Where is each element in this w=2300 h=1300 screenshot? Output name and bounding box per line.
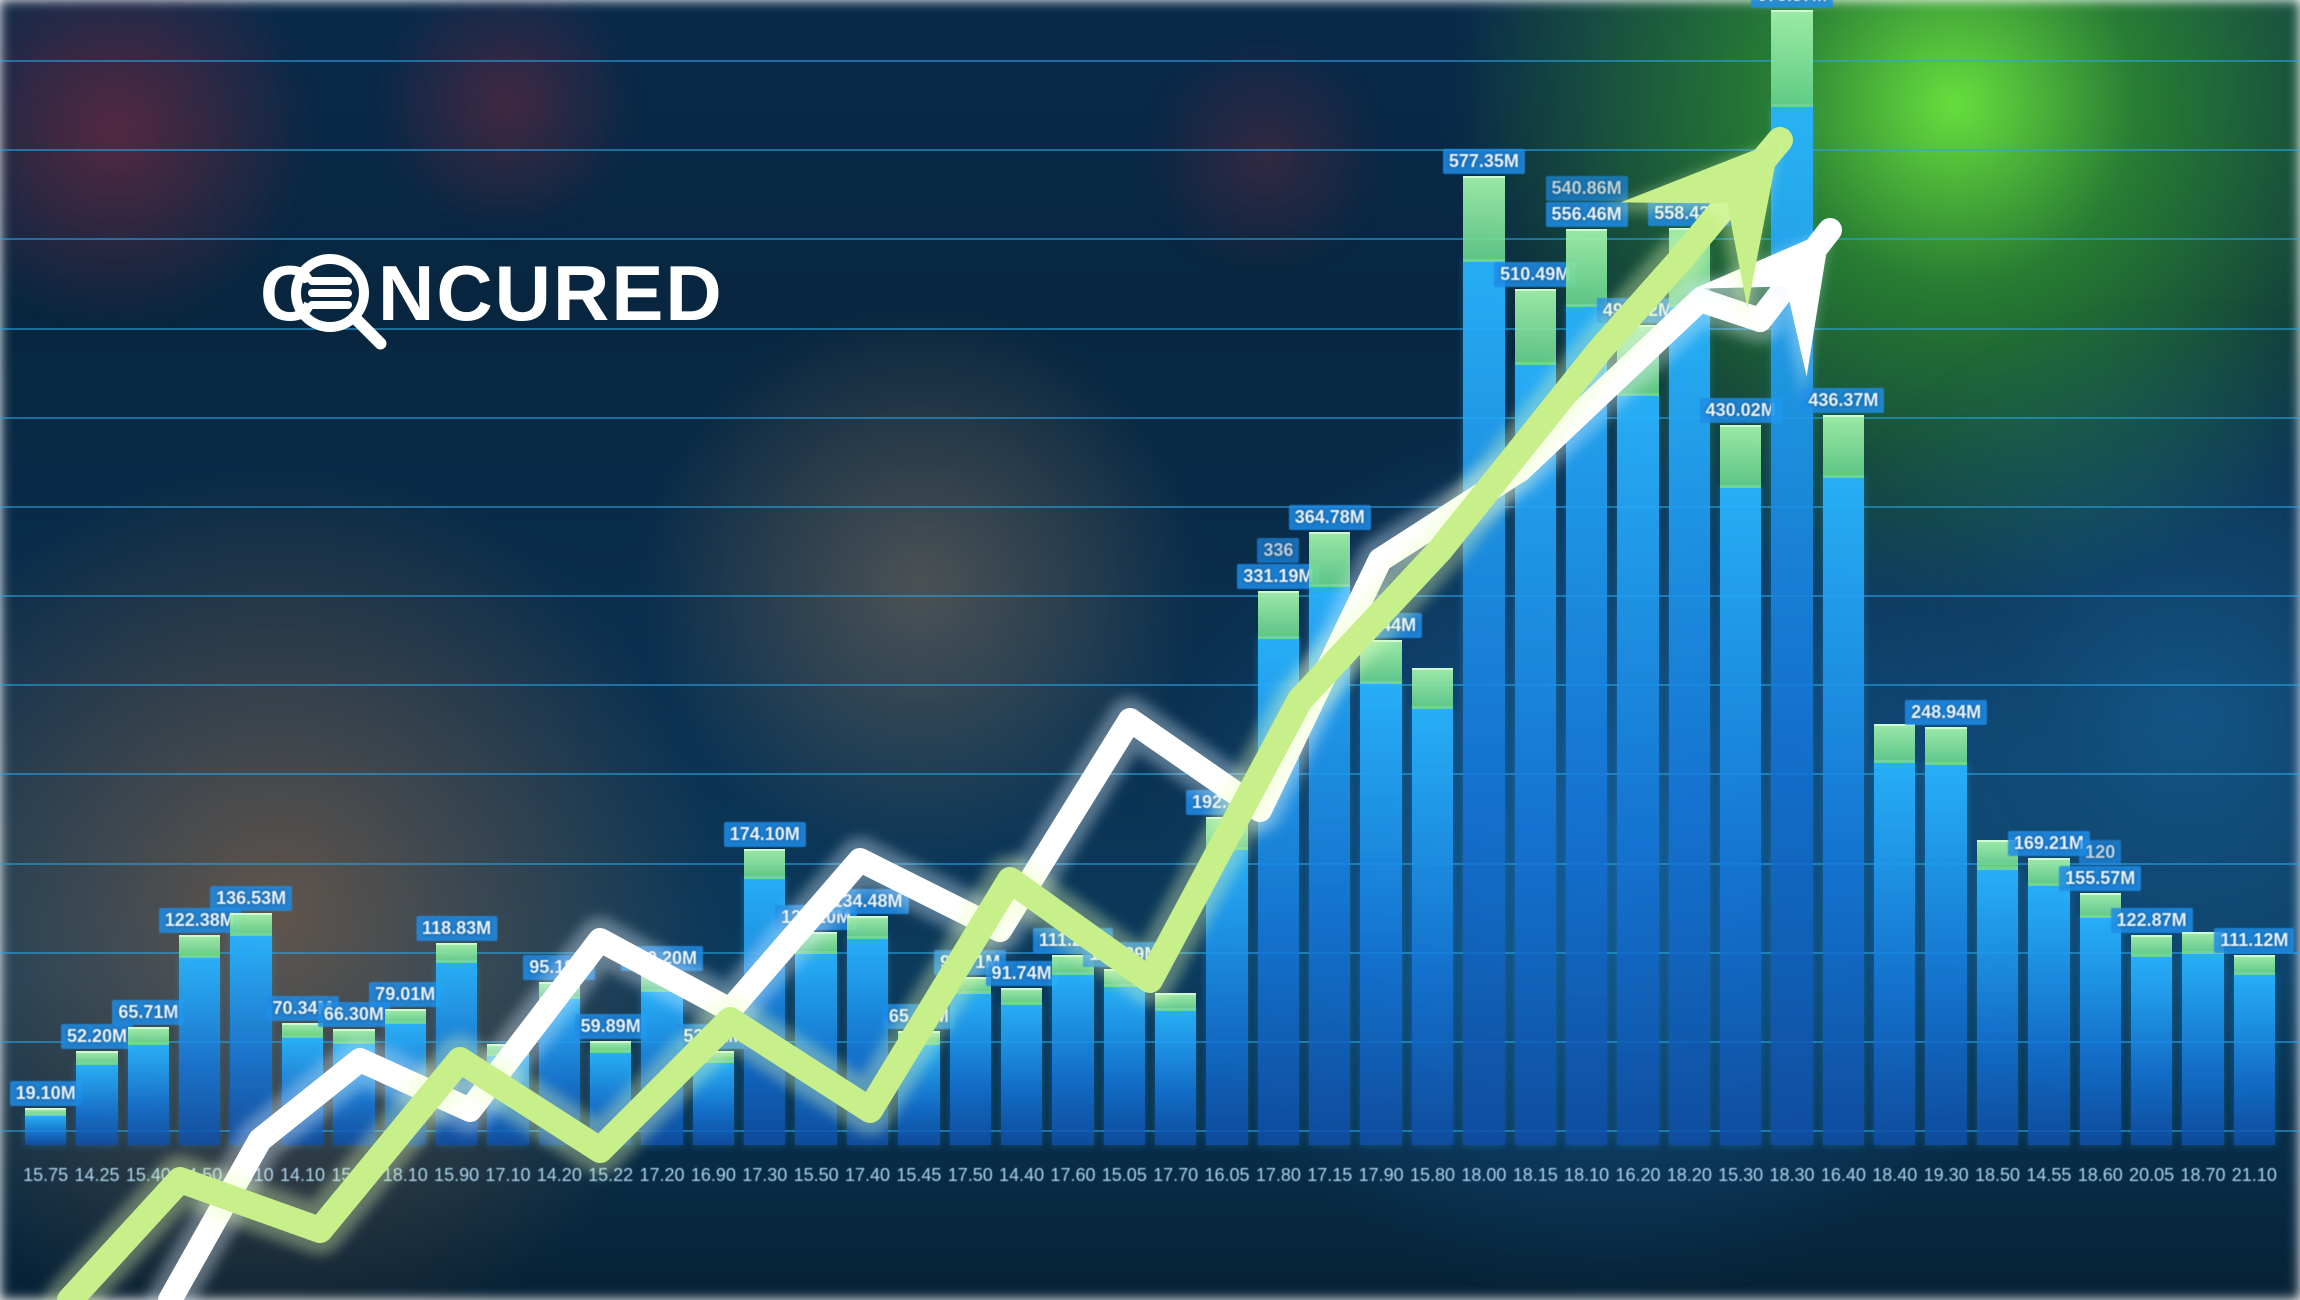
x-tick: 15.45 [896, 1165, 941, 1186]
x-tick: 15.05 [1102, 1165, 1147, 1186]
x-tick: 15.90 [434, 1165, 479, 1186]
x-tick: 15.75 [23, 1165, 68, 1186]
x-tick: 18.60 [2078, 1165, 2123, 1186]
x-tick: 18.70 [2180, 1165, 2225, 1186]
x-tick: 15.22 [588, 1165, 633, 1186]
x-tick: 18.10 [383, 1165, 428, 1186]
gridline [0, 417, 2300, 419]
gridline [0, 1041, 2300, 1043]
x-tick: 15.30 [1718, 1165, 1763, 1186]
x-tick: 18.00 [1461, 1165, 1506, 1186]
gridline [0, 1130, 2300, 1132]
background-bokeh [0, 0, 2300, 1300]
x-tick: 21.10 [2232, 1165, 2277, 1186]
x-tick: 16.20 [1615, 1165, 1660, 1186]
x-tick: 19.30 [1924, 1165, 1969, 1186]
gridline [0, 595, 2300, 597]
x-tick: 17.30 [742, 1165, 787, 1186]
x-tick: 17.70 [1153, 1165, 1198, 1186]
x-tick: 14.20 [537, 1165, 582, 1186]
gridline [0, 952, 2300, 954]
x-tick: 16.10 [229, 1165, 274, 1186]
x-tick: 16.40 [1821, 1165, 1866, 1186]
x-tick: 15.80 [1410, 1165, 1455, 1186]
x-tick: 20.05 [2129, 1165, 2174, 1186]
x-tick: 18.10 [1564, 1165, 1609, 1186]
x-tick: 18.30 [1770, 1165, 1815, 1186]
gridline [0, 506, 2300, 508]
svg-text:NCURED: NCURED [378, 249, 724, 337]
x-tick: 18.20 [1667, 1165, 1712, 1186]
x-tick: 15.20 [331, 1165, 376, 1186]
x-tick: 17.60 [1050, 1165, 1095, 1186]
x-tick: 14.50 [177, 1165, 222, 1186]
x-tick: 18.15 [1513, 1165, 1558, 1186]
x-tick: 16.90 [691, 1165, 736, 1186]
chart-canvas: 19.10M52.20M65.71M122.38M136.53M70.34M66… [0, 0, 2300, 1300]
x-tick: 14.40 [999, 1165, 1044, 1186]
x-tick: 17.90 [1359, 1165, 1404, 1186]
x-tick: 18.50 [1975, 1165, 2020, 1186]
x-tick: 14.55 [2026, 1165, 2071, 1186]
x-tick: 15.50 [794, 1165, 839, 1186]
x-tick: 17.20 [640, 1165, 685, 1186]
x-tick: 15.40 [126, 1165, 171, 1186]
gridline [0, 149, 2300, 151]
x-tick: 16.05 [1205, 1165, 1250, 1186]
gridline [0, 773, 2300, 775]
x-tick: 17.15 [1307, 1165, 1352, 1186]
x-tick: 14.25 [75, 1165, 120, 1186]
gridline [0, 684, 2300, 686]
x-tick: 17.40 [845, 1165, 890, 1186]
x-tick: 17.50 [948, 1165, 993, 1186]
x-tick: 18.40 [1872, 1165, 1917, 1186]
x-tick: 17.80 [1256, 1165, 1301, 1186]
concured-logo-svg: CNCURED [260, 235, 820, 355]
x-tick: 14.10 [280, 1165, 325, 1186]
gridline [0, 863, 2300, 865]
x-tick: 17.10 [485, 1165, 530, 1186]
gridline [0, 60, 2300, 62]
concured-logo: CNCURED [260, 235, 820, 355]
